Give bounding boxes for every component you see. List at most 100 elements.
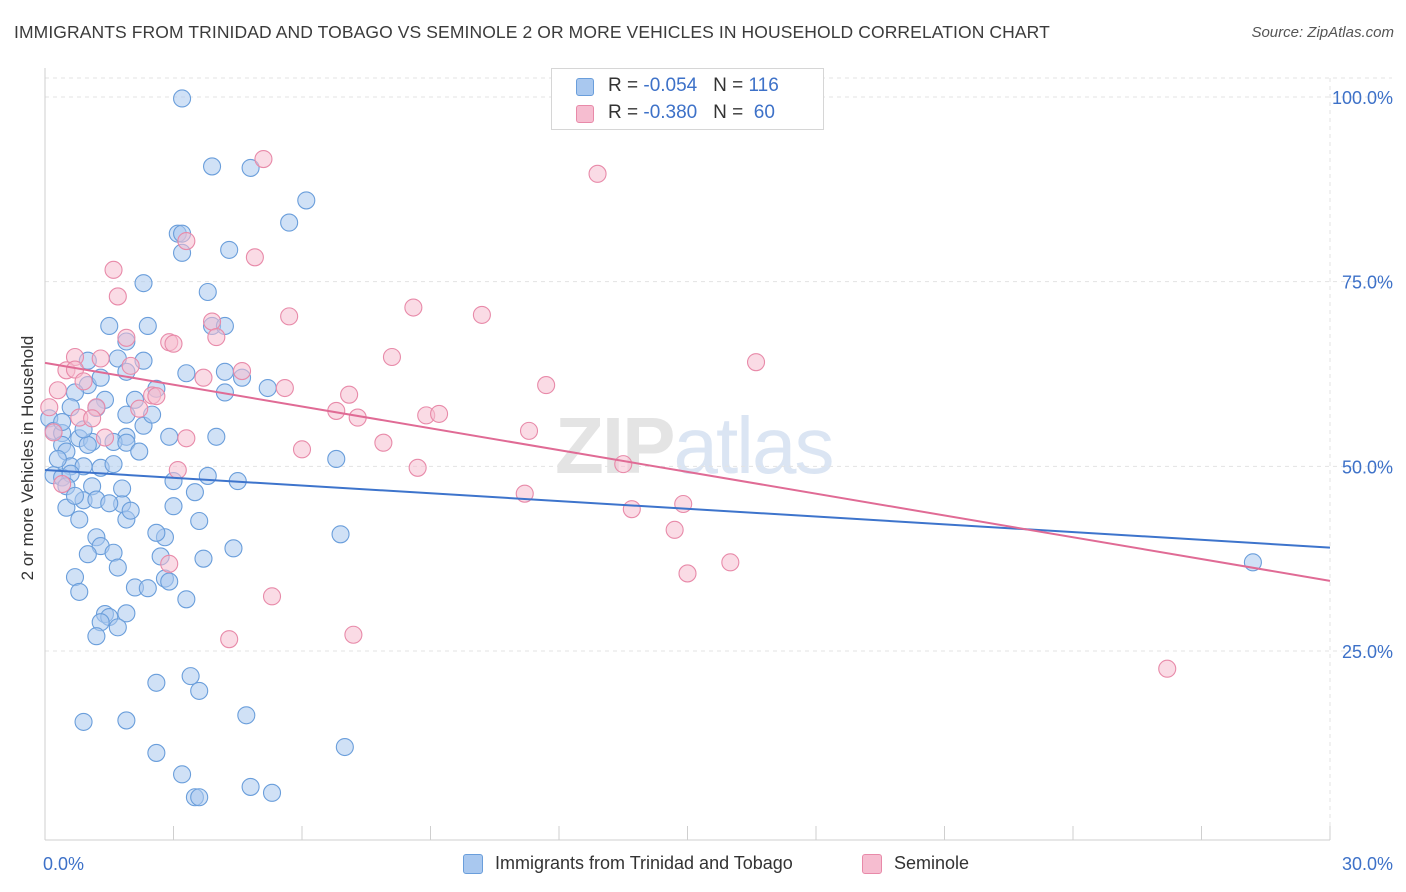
point-immigrants bbox=[185, 483, 204, 502]
point-immigrants bbox=[280, 213, 299, 232]
point-immigrants bbox=[78, 545, 97, 564]
source-label: Source: ZipAtlas.com bbox=[1251, 24, 1394, 41]
point-seminole bbox=[203, 312, 222, 331]
point-immigrants bbox=[113, 479, 132, 498]
watermark-zip: ZIP bbox=[555, 401, 675, 490]
point-seminole bbox=[254, 149, 273, 169]
legend-swatch-seminole bbox=[576, 105, 594, 123]
point-immigrants bbox=[203, 157, 222, 176]
point-immigrants bbox=[173, 765, 192, 784]
point-immigrants bbox=[108, 618, 127, 637]
point-immigrants bbox=[181, 667, 200, 686]
point-seminole bbox=[292, 440, 312, 459]
point-seminole bbox=[262, 587, 282, 606]
point-seminole bbox=[95, 428, 115, 447]
legend-stats-seminole: R = -0.380 N = 60 bbox=[608, 102, 775, 123]
tick-labels: 25.0% 50.0% 75.0% 100.0% 0.0% 30.0% bbox=[43, 88, 1393, 874]
point-immigrants bbox=[147, 743, 166, 762]
point-seminole bbox=[588, 164, 607, 183]
point-immigrants bbox=[160, 427, 179, 446]
point-seminole bbox=[168, 460, 187, 480]
point-immigrants bbox=[87, 627, 106, 646]
point-immigrants bbox=[48, 449, 67, 468]
point-seminole bbox=[1158, 659, 1177, 678]
point-immigrants bbox=[130, 442, 149, 461]
point-immigrants bbox=[147, 523, 166, 542]
point-seminole bbox=[430, 404, 449, 423]
grid bbox=[45, 77, 1392, 840]
point-seminole bbox=[130, 399, 149, 418]
point-seminole bbox=[220, 630, 239, 649]
point-seminole bbox=[104, 260, 123, 279]
point-seminole bbox=[404, 298, 423, 317]
watermark: ZIPatlas bbox=[555, 400, 834, 492]
legend-swatch-immigrants bbox=[576, 78, 594, 96]
point-seminole bbox=[40, 398, 59, 417]
y-tick-label: 50.0% bbox=[1342, 457, 1393, 477]
point-immigrants bbox=[207, 427, 226, 446]
point-seminole bbox=[622, 500, 641, 519]
point-immigrants bbox=[117, 433, 136, 452]
point-immigrants bbox=[262, 783, 282, 802]
point-seminole bbox=[614, 455, 633, 474]
point-immigrants bbox=[190, 788, 209, 807]
point-seminole bbox=[74, 372, 93, 391]
trendline-immigrants bbox=[44, 469, 1331, 549]
bottom-legend-swatch-immigrants bbox=[463, 854, 483, 874]
legend-stats-immigrants: R = -0.054 N = 116 bbox=[608, 75, 779, 96]
point-seminole bbox=[665, 520, 684, 539]
y-tick-label: 100.0% bbox=[1332, 88, 1393, 108]
point-seminole bbox=[177, 231, 196, 251]
point-immigrants bbox=[215, 362, 234, 381]
point-immigrants bbox=[194, 549, 213, 568]
point-immigrants bbox=[100, 316, 119, 336]
point-seminole bbox=[678, 564, 697, 583]
point-immigrants bbox=[190, 511, 209, 531]
x-tick-label-min: 0.0% bbox=[43, 854, 84, 874]
point-immigrants bbox=[70, 510, 89, 529]
point-immigrants bbox=[335, 737, 354, 757]
point-seminole bbox=[160, 554, 179, 573]
point-immigrants bbox=[297, 191, 316, 210]
bottom-legend-label-immigrants: Immigrants from Trinidad and Tobago bbox=[495, 853, 793, 873]
point-immigrants bbox=[327, 449, 346, 468]
point-immigrants bbox=[177, 364, 196, 383]
point-immigrants bbox=[177, 590, 196, 609]
point-seminole bbox=[91, 349, 110, 368]
point-seminole bbox=[108, 287, 127, 306]
point-immigrants bbox=[241, 158, 260, 177]
point-immigrants bbox=[198, 466, 217, 485]
point-seminole bbox=[232, 361, 252, 381]
point-seminole bbox=[48, 381, 67, 400]
point-immigrants bbox=[74, 712, 93, 731]
point-immigrants bbox=[134, 274, 153, 293]
point-seminole bbox=[245, 248, 264, 267]
point-immigrants bbox=[241, 777, 260, 796]
point-seminole bbox=[382, 347, 402, 367]
point-immigrants bbox=[117, 711, 136, 730]
point-immigrants bbox=[121, 501, 140, 520]
point-immigrants bbox=[198, 282, 217, 302]
point-seminole bbox=[340, 385, 359, 404]
point-seminole bbox=[194, 368, 213, 387]
point-immigrants bbox=[108, 558, 127, 577]
point-immigrants bbox=[117, 604, 136, 623]
correlation-legend: R = -0.054 N = 116 R = -0.380 N = 60 bbox=[551, 68, 824, 130]
point-immigrants bbox=[258, 378, 277, 398]
series-immigrants-points bbox=[40, 89, 1262, 807]
axes bbox=[44, 68, 1331, 841]
point-seminole bbox=[674, 494, 693, 514]
point-seminole bbox=[207, 328, 226, 347]
point-seminole bbox=[177, 429, 196, 448]
point-immigrants bbox=[147, 673, 166, 692]
y-tick-label: 75.0% bbox=[1342, 273, 1393, 293]
point-immigrants bbox=[164, 497, 183, 516]
point-immigrants bbox=[104, 455, 123, 474]
watermark-atlas: atlas bbox=[673, 401, 834, 490]
bottom-legend-label-seminole: Seminole bbox=[894, 853, 970, 873]
point-seminole bbox=[280, 307, 299, 326]
point-seminole bbox=[117, 328, 136, 347]
point-immigrants bbox=[160, 572, 179, 591]
point-seminole bbox=[83, 409, 102, 428]
